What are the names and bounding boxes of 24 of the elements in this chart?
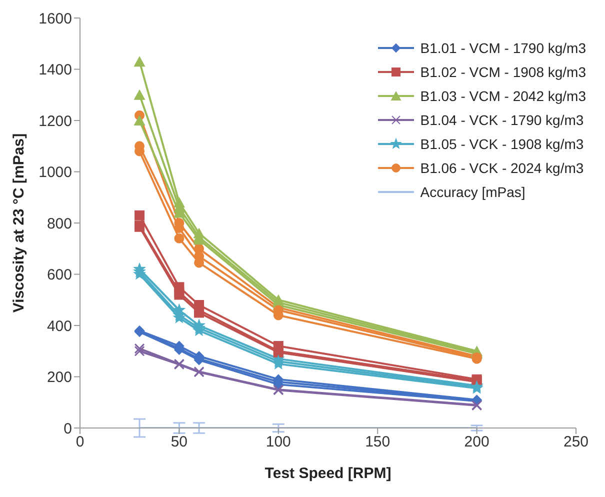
x-axis-title: Test Speed [RPM] [264,465,392,482]
x-tick-label: 50 [170,434,188,451]
y-tick-label: 1400 [38,62,72,79]
legend-label: B1.06 - VCK - 2024 kg/m3 [420,160,584,176]
y-tick-label: 800 [46,215,72,232]
x-tick-label: 100 [266,434,291,451]
y-tick-label: 600 [46,266,72,284]
legend-label: B1.04 - VCK - 1790 kg/m3 [420,112,584,128]
y-tick-label: 400 [46,318,72,335]
x-tick-label: 0 [76,434,84,451]
y-tick-label: 1200 [38,112,72,130]
y-tick-label: 200 [46,369,72,386]
y-tick-label: 1000 [38,164,72,182]
y-tick-label: 0 [64,420,72,438]
y-tick-label: 1600 [38,10,72,28]
legend-label: B1.03 - VCM - 2042 kg/m3 [420,88,586,104]
x-tick-label: 250 [563,434,589,451]
legend-label: Accuracy [mPas] [420,184,526,200]
x-tick-label: 200 [464,434,490,451]
y-axis-title: Viscosity at 23 °C [mPas] [10,133,28,313]
legend-label: B1.05 - VCK - 1908 kg/m3 [420,136,584,152]
legend-label: B1.02 - VCM - 1908 kg/m3 [420,64,586,80]
legend-label: B1.01 - VCM - 1790 kg/m3 [420,40,586,56]
x-tick-label: 150 [365,434,390,451]
